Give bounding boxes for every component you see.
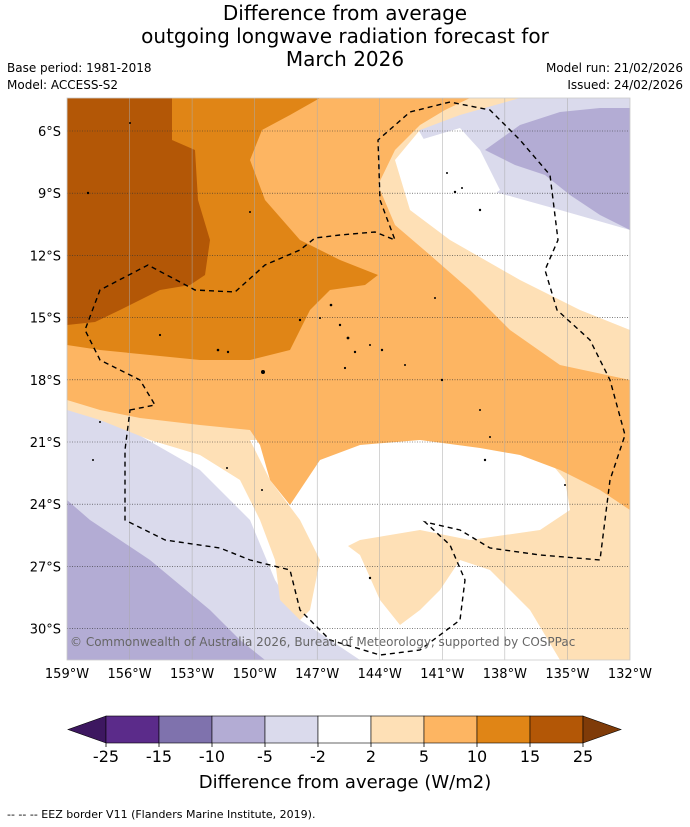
lat-label: 21°S (30, 436, 61, 451)
latitude-labels: 6°S 9°S 12°S 15°S 18°S 21°S 24°S 27°S 30°S (30, 125, 61, 638)
colorbar-swatch (211, 715, 266, 744)
legend-label: Difference from average (W/m2) (199, 772, 491, 793)
lon-label: 150°W (233, 667, 277, 682)
base-period: Base period: 1981-2018 (7, 61, 152, 75)
issued-date: Issued: 24/02/2026 (567, 78, 683, 92)
lon-label: 138°W (483, 667, 527, 682)
lon-label: 159°W (45, 667, 89, 682)
title-line-2: outgoing longwave radiation forecast for (141, 24, 549, 48)
lat-label: 27°S (30, 560, 61, 575)
colorbar-tick-label: 15 (520, 747, 540, 766)
eez-footnote: -- -- -- EEZ border V11 (Flanders Marine… (7, 808, 316, 821)
lat-label: 15°S (30, 312, 61, 327)
colorbar-swatch (370, 715, 425, 744)
lon-label: 141°W (420, 667, 464, 682)
meta-right: Model run: 21/02/2026 Issued: 24/02/2026 (546, 60, 683, 94)
colorbar-tick-label: 5 (419, 747, 429, 766)
longitude-labels: 159°W 156°W 153°W 150°W 147°W 144°W 141°W 138°W… (45, 667, 652, 682)
colorbar-swatch (476, 715, 531, 744)
anomaly-band-minus10-minus5-ne (485, 108, 630, 230)
map-title: Difference from average outgoing longwav… (0, 2, 690, 71)
lon-label: 144°W (358, 667, 402, 682)
title-line-1: Difference from average (222, 1, 468, 25)
eez-border (84, 101, 626, 656)
forecast-map: © Commonwealth of Australia 2026, Bureau… (30, 97, 652, 793)
lat-label: 12°S (30, 249, 61, 264)
lat-label: 9°S (38, 187, 61, 202)
colorbar-swatch (264, 715, 319, 744)
colorbar-swatch (105, 715, 160, 744)
lat-label: 30°S (30, 623, 61, 638)
map-frame (66, 97, 631, 661)
copyright-notice: © Commonwealth of Australia 2026, Bureau… (70, 635, 575, 649)
model-run: Model run: 21/02/2026 (545, 61, 683, 75)
anomaly-band-15-25 (67, 98, 210, 325)
lon-label: 147°W (295, 667, 339, 682)
colorbar-legend: -25 -15 -10 -5 -2 2 5 10 15 25 (67, 715, 622, 766)
lon-label: 156°W (107, 667, 151, 682)
colorbar-low-extend (67, 715, 107, 744)
colorbar-tick-label: -25 (93, 747, 119, 766)
colorbar-tick-label: 10 (467, 747, 487, 766)
map-plot-area: © Commonwealth of Australia 2026, Bureau… (67, 98, 630, 660)
lat-label: 24°S (30, 498, 61, 513)
lon-label: 135°W (545, 667, 589, 682)
colorbar-tick-label: -10 (199, 747, 225, 766)
lat-label: 6°S (38, 125, 61, 140)
colorbar-high-extend (582, 715, 622, 744)
colorbar-tick-label: -15 (146, 747, 172, 766)
colorbar-swatch (317, 715, 372, 744)
colorbar-swatch (158, 715, 213, 744)
lon-label: 132°W (608, 667, 652, 682)
colorbar-tick-label: -5 (257, 747, 273, 766)
colorbar-tick-label: 2 (366, 747, 376, 766)
colorbar-swatch (423, 715, 478, 744)
islands (86, 122, 566, 580)
anomaly-band-minus10-minus5-sw (67, 500, 265, 660)
meta-left: Base period: 1981-2018 Model: ACCESS-S2 (7, 60, 152, 94)
colorbar-tick-label: -2 (310, 747, 326, 766)
colorbar-swatch (529, 715, 584, 744)
title-line-3: March 2026 (285, 47, 405, 71)
map-grid (67, 98, 630, 660)
model-name: Model: ACCESS-S2 (7, 78, 119, 92)
white-patch-east (402, 128, 500, 210)
lon-label: 153°W (170, 667, 214, 682)
colorbar-tick-label: 25 (573, 747, 593, 766)
lat-label: 18°S (30, 374, 61, 389)
